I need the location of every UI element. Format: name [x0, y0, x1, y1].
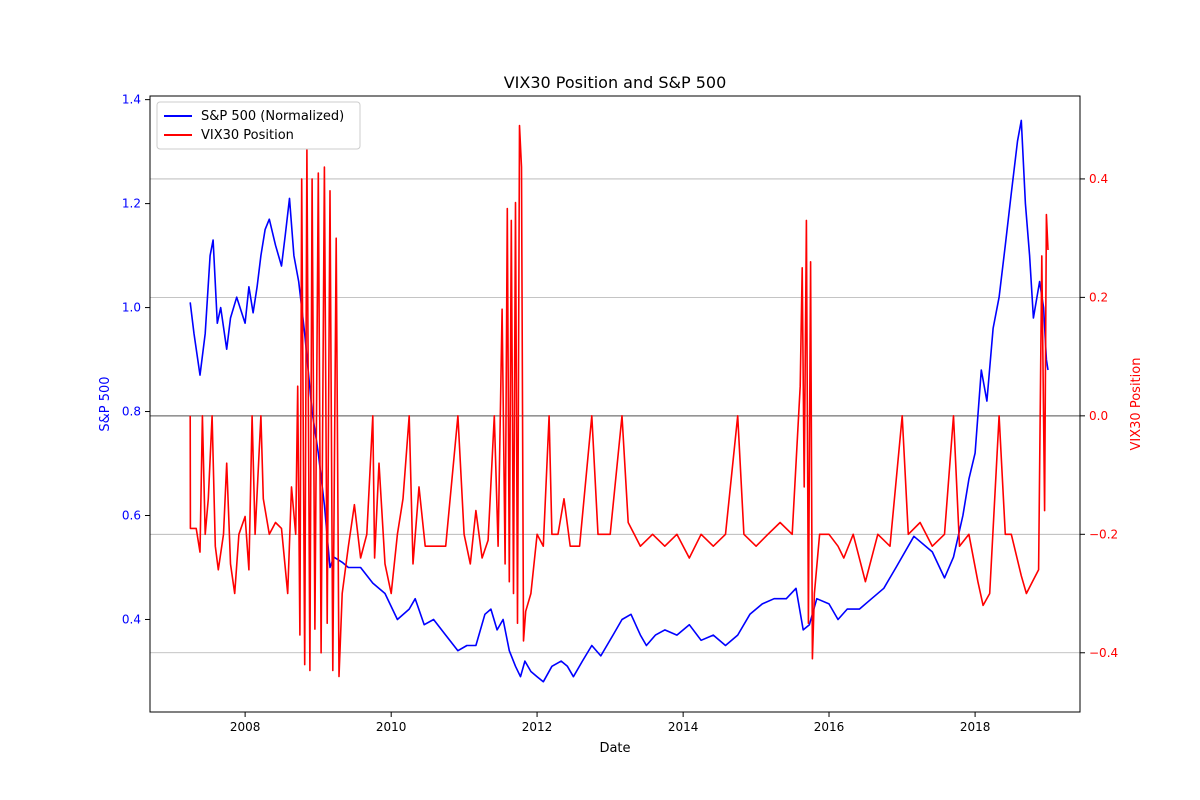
x-tick-label-2: 2012 [522, 720, 553, 734]
right-y-tick-label-3: 0.2 [1089, 290, 1108, 304]
left-y-tick-label-5: 1.4 [122, 93, 141, 107]
right-y-tick-label-2: 0.0 [1089, 409, 1108, 423]
series-line-vix30 [189, 124, 1049, 678]
left-y-tick-label-3: 1.0 [122, 301, 141, 315]
plot-frame [149, 95, 1081, 713]
left-y-tick-label-4: 1.2 [122, 197, 141, 211]
right-y-axis-label: VIX30 Position [1129, 358, 1144, 451]
left-y-tick-label-1: 0.6 [122, 509, 141, 523]
series-group [189, 119, 1049, 683]
x-tick-label-1: 2010 [376, 720, 407, 734]
chart-title: VIX30 Position and S&P 500 [504, 73, 727, 92]
x-tick-label-0: 2008 [230, 720, 261, 734]
right-y-axis: −0.4 −0.2 0.0 0.2 0.4 [1080, 172, 1118, 660]
x-tick-label-3: 2014 [668, 720, 699, 734]
right-y-tick-label-1: −0.2 [1089, 527, 1118, 541]
legend: S&P 500 (Normalized) VIX30 Position [156, 101, 361, 150]
right-y-tick-label-0: −0.4 [1089, 646, 1118, 660]
legend-label-vix30: VIX30 Position [201, 128, 294, 143]
right-y-tick-label-4: 0.4 [1089, 172, 1108, 186]
series-line-sp500 [189, 119, 1049, 683]
left-y-tick-label-0: 0.4 [122, 612, 141, 626]
legend-box [156, 101, 361, 150]
x-axis: 2008 2010 2012 2014 2016 2018 [230, 712, 991, 734]
left-y-axis: 0.4 0.6 0.8 1.0 1.2 1.4 [122, 93, 150, 626]
legend-label-sp500: S&P 500 (Normalized) [201, 109, 344, 124]
left-y-axis-label: S&P 500 [98, 376, 113, 431]
x-tick-label-5: 2018 [960, 720, 991, 734]
x-axis-label: Date [599, 741, 630, 756]
left-y-tick-label-2: 0.8 [122, 405, 141, 419]
x-tick-label-4: 2016 [814, 720, 845, 734]
